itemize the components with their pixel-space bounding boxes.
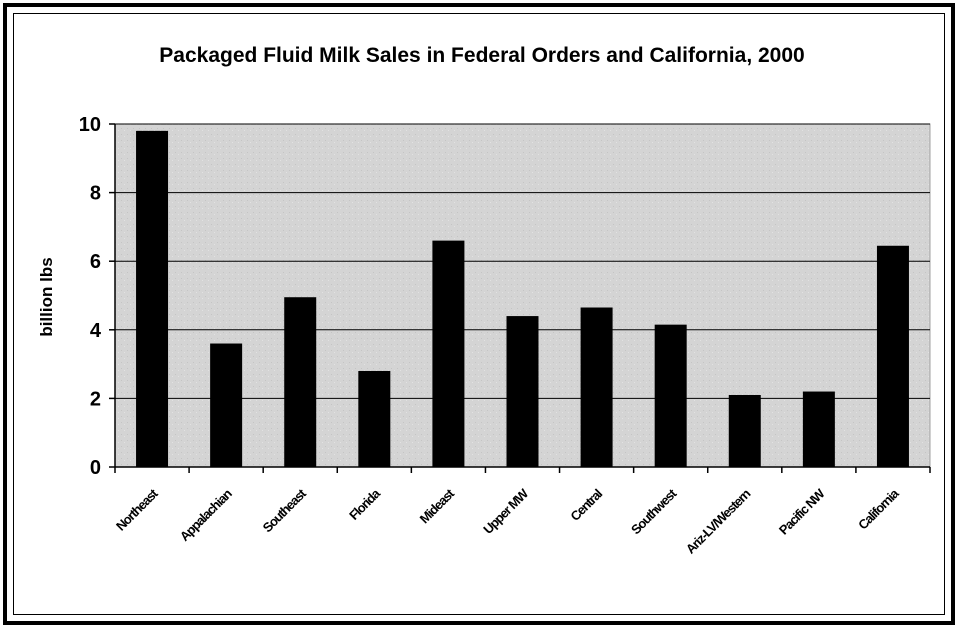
x-tick-label: Ariz-LV/Western: [683, 486, 754, 557]
x-tick-label: Southeast: [260, 485, 310, 535]
bar-southwest: [654, 324, 687, 467]
bar-florida: [358, 370, 391, 467]
bar-appalachian: [210, 343, 243, 467]
x-tick-label: Florida: [346, 485, 384, 523]
bar-mideast: [432, 240, 465, 467]
bar-upper-mw: [506, 316, 539, 467]
bar-ariz-lv-western: [728, 394, 761, 467]
chart-title: Packaged Fluid Milk Sales in Federal Ord…: [159, 44, 805, 67]
x-tick-label: Southwest: [628, 485, 680, 537]
y-tick-label: 8: [90, 183, 101, 205]
bar-pacific-nw: [802, 391, 835, 467]
y-tick-label: 2: [90, 388, 101, 410]
x-tick-label: Appalachian: [177, 486, 235, 544]
bar-southeast: [284, 297, 317, 467]
y-tick-label: 0: [90, 457, 101, 479]
x-tick-label: Upper MW: [480, 485, 532, 537]
x-tick-label: California: [855, 485, 902, 532]
x-tick-label: Mideast: [417, 485, 458, 526]
bar-northeast: [136, 130, 169, 468]
y-tick-label: 4: [90, 320, 102, 342]
y-tick-label: 10: [79, 114, 101, 136]
bar-california: [876, 245, 909, 467]
x-tick-label: Northeast: [113, 485, 161, 533]
bar-central: [580, 307, 613, 467]
x-tick-label: Pacific NW: [776, 485, 828, 537]
chart-inner-border: [13, 13, 945, 615]
x-tick-label: Central: [567, 486, 605, 524]
y-tick-label: 6: [90, 251, 101, 273]
